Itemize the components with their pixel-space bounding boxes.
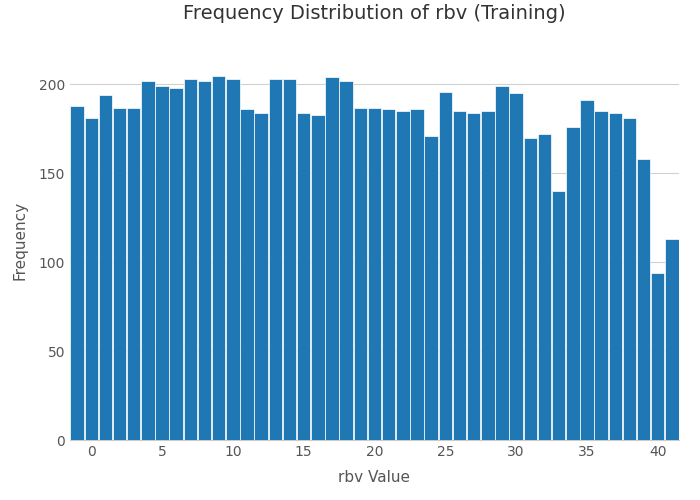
Bar: [665, 239, 678, 440]
Bar: [495, 86, 509, 440]
Bar: [510, 94, 523, 440]
Y-axis label: Frequency: Frequency: [13, 200, 28, 280]
Bar: [85, 118, 98, 440]
Bar: [694, 168, 700, 440]
Bar: [580, 100, 594, 440]
Bar: [354, 108, 367, 440]
Bar: [113, 108, 126, 440]
Bar: [255, 113, 268, 440]
Bar: [453, 111, 466, 440]
Bar: [538, 134, 551, 440]
Bar: [594, 111, 608, 440]
Bar: [183, 79, 197, 440]
Bar: [623, 118, 636, 440]
Bar: [311, 114, 325, 440]
Bar: [651, 273, 664, 440]
Bar: [424, 136, 438, 440]
Bar: [169, 88, 183, 440]
Bar: [637, 159, 650, 440]
Bar: [552, 191, 566, 440]
Bar: [680, 271, 693, 440]
Bar: [608, 113, 622, 440]
Bar: [99, 95, 112, 440]
Bar: [212, 76, 225, 440]
Bar: [481, 111, 494, 440]
X-axis label: rbv Value: rbv Value: [339, 470, 410, 485]
Bar: [382, 110, 396, 440]
Bar: [566, 127, 580, 440]
Bar: [368, 108, 382, 440]
Bar: [467, 113, 480, 440]
Bar: [340, 81, 353, 440]
Bar: [198, 81, 211, 440]
Bar: [269, 79, 282, 440]
Bar: [127, 108, 141, 440]
Bar: [410, 110, 424, 440]
Bar: [439, 92, 452, 440]
Bar: [297, 113, 310, 440]
Bar: [326, 78, 339, 440]
Bar: [283, 79, 296, 440]
Bar: [240, 110, 254, 440]
Title: Frequency Distribution of rbv (Training): Frequency Distribution of rbv (Training): [183, 4, 566, 23]
Bar: [155, 86, 169, 440]
Bar: [141, 81, 155, 440]
Bar: [524, 138, 537, 440]
Bar: [71, 106, 84, 440]
Bar: [396, 111, 410, 440]
Bar: [226, 79, 239, 440]
